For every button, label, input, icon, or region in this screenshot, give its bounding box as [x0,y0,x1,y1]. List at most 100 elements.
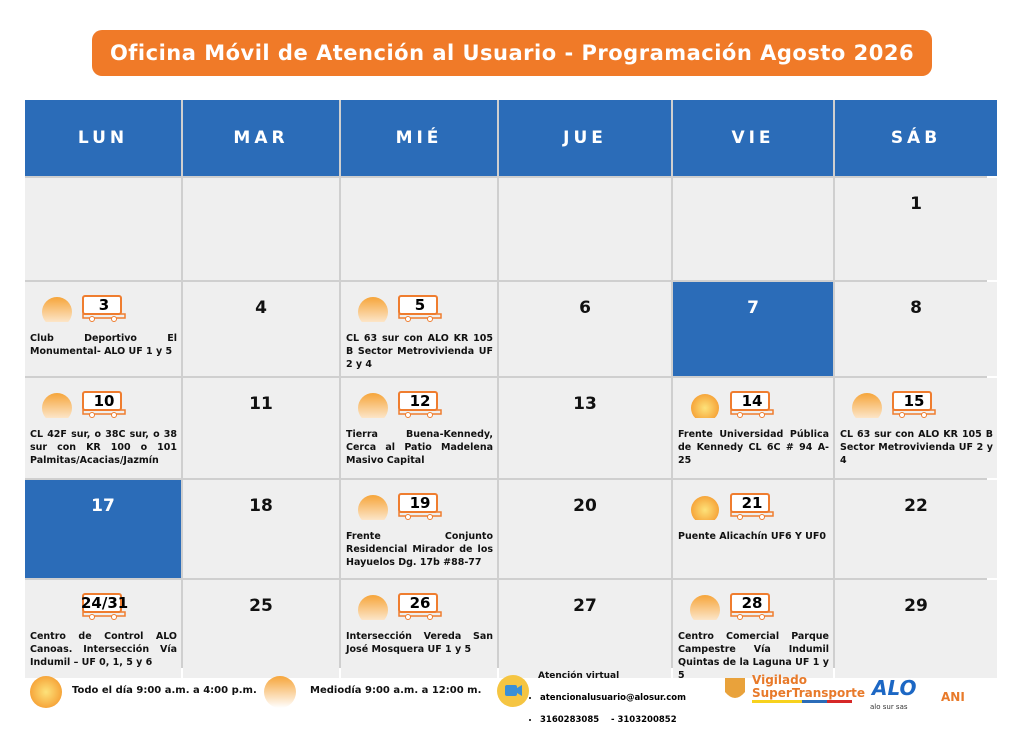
bus-icon [730,593,774,620]
legend-label: Todo el día 9:00 a.m. a 4:00 p.m. [72,685,257,696]
sun-icon [358,595,388,620]
weekday-header: LUN [25,100,181,176]
day-cell: 13 [499,378,671,478]
day-cell: 8 [835,282,997,376]
day-cell: 1 [835,178,997,280]
day-cell: 6 [499,282,671,376]
day-cell: 19 Frente Conjunto Residencial Mirador de… [341,480,497,578]
weekday-header: JUE [499,100,671,176]
day-cell: 26 Intersección Vereda San José Mosquera … [341,580,497,678]
day-number: 4 [255,298,267,318]
day-number: 11 [249,394,273,414]
logo-text: SuperTransporte [752,686,866,700]
day-cell: 12 Tierra Buena-Kennedy, Cerca al Patio M… [341,378,497,478]
location-text: Frente Conjunto Residencial Mirador de l… [346,531,493,568]
day-number: 18 [249,496,273,516]
bus-icon [398,295,442,322]
day-cell: 28 Centro Comercial Parque Campestre Vía … [673,580,833,681]
day-cell: 24/31 Centro de Control ALO Canoas. Inter… [25,580,181,678]
day-number: 12 [409,392,431,410]
bus-icon [82,295,126,322]
weekday-header: SÁB [835,100,997,176]
full-sun-icon [30,676,62,708]
location-text: Centro de Control ALO Canoas. Intersecci… [30,631,177,668]
location-text: Frente Universidad Pública de Kennedy CL… [678,429,829,466]
sun-icon [358,297,388,322]
day-number: 6 [579,298,591,318]
location-text: Tierra Buena-Kennedy, Cerca al Patio Mad… [346,429,493,466]
day-cell: 17 [25,480,181,578]
bus-icon [82,391,126,418]
location-text: Intersección Vereda San José Mosquera UF… [346,631,493,655]
day-number: 1 [910,194,922,214]
day-cell: 18 [183,480,339,578]
day-cell: 7 [673,282,833,376]
day-cell: 20 [499,480,671,578]
day-cell: 5 CL 63 sur con ALO KR 105 B Sector Metro… [341,282,497,376]
logo-text: Vigilado [752,673,807,687]
bus-icon [892,391,936,418]
sun-icon [358,495,388,520]
day-cell: 14 Frente Universidad Pública de Kennedy … [673,378,833,478]
virtual-list: atencionalusuario@alosur.com 3160283085 … [524,682,686,737]
location-text: CL 63 sur con ALO KR 105 B Sector Metrov… [840,429,993,466]
day-number: 14 [741,392,763,410]
day-number: 15 [903,392,925,410]
virtual-item: 3160283085 - 3103200852 [540,715,686,726]
day-number: 19 [409,494,431,512]
supertransporte-logo: Vigilado SuperTransporte [752,674,865,703]
day-cell: 11 [183,378,339,478]
day-cell [499,178,671,280]
day-number: 21 [741,494,763,512]
bus-icon [398,391,442,418]
day-number: 3 [98,296,110,314]
day-cell: 15 CL 63 sur con ALO KR 105 B Sector Metr… [835,378,997,478]
day-cell [25,178,181,280]
day-number: 13 [573,394,597,414]
sun-icon [852,393,882,418]
day-cell: 29 [835,580,997,678]
bus-icon [730,493,774,520]
calendar-grid: LUN MAR MIÉ JUE VIE SÁB 1 3 Club Deportivo El Mo… [25,100,997,681]
day-cell: 4 [183,282,339,376]
day-number: 5 [414,296,426,314]
location-text: CL 42F sur, o 38C sur, o 38 sur con KR 1… [30,429,177,466]
bus-icon [398,593,442,620]
weekday-header: MIÉ [341,100,497,176]
day-number: 17 [91,496,115,516]
sun-icon [690,595,720,620]
day-cell [341,178,497,280]
sun-icon [691,394,719,418]
flag-bar [752,700,852,703]
coat-of-arms [725,678,745,698]
bus-icon [398,493,442,520]
day-number: 29 [904,596,928,616]
day-cell [673,178,833,280]
day-number: 20 [573,496,597,516]
day-number: 22 [904,496,928,516]
sun-icon [691,496,719,520]
day-number: 27 [573,596,597,616]
weekday-header: MAR [183,100,339,176]
day-cell: 25 [183,580,339,678]
day-number: 28 [741,594,763,612]
day-number: 25 [249,596,273,616]
half-sun-icon [264,676,296,708]
virtual-item: atencionalusuario@alosur.com [540,693,686,704]
location-text: Puente Alicachín UF6 Y UF0 [678,531,826,542]
bus-icon [82,593,126,620]
bus-icon [730,391,774,418]
day-cell: 10 CL 42F sur, o 38C sur, o 38 sur con KR… [25,378,181,478]
day-number: 10 [93,392,115,410]
day-cell: 27 [499,580,671,678]
day-cell: 3 Club Deportivo El Monumental- ALO UF 1 … [25,282,181,376]
virtual-icon [497,675,529,707]
day-cell: 21 Puente Alicachín UF6 Y UF0 [673,480,833,578]
alo-text: alo sur sas [870,703,908,711]
day-cell: 22 [835,480,997,578]
sun-icon [358,393,388,418]
day-number: 7 [747,298,759,318]
sun-icon [42,297,72,322]
ani-logo: ANI [941,690,965,704]
